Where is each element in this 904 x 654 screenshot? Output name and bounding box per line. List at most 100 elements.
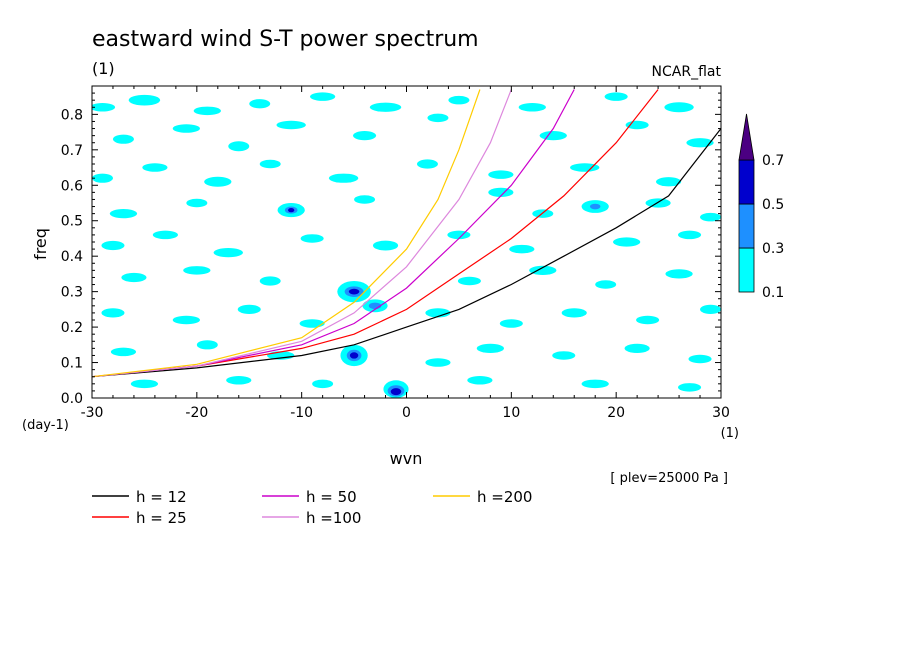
contour-patch: [552, 351, 576, 360]
contour-patch: [109, 209, 138, 219]
colorbar-segment: [738, 159, 755, 205]
contour-patch: [686, 138, 714, 148]
contour-patch: [467, 376, 493, 385]
contour-patch: [213, 248, 243, 258]
y-tick-label: 0.1: [61, 356, 83, 372]
contour-patch: [110, 347, 137, 357]
legend-label: h = 12: [136, 488, 187, 506]
contour-patch: [416, 159, 438, 169]
legend-label: h = 25: [136, 509, 187, 527]
legend-label: h = 50: [306, 488, 357, 506]
contour-patch: [92, 173, 113, 183]
contour-patch: [196, 340, 218, 350]
dispersion-curve-h12: [92, 128, 721, 378]
contour-patch: [390, 388, 402, 396]
x-tick-label: -10: [290, 405, 313, 421]
colorbar-label: 0.7: [762, 153, 784, 169]
contour-patch: [259, 276, 281, 286]
x-unit-label: (1): [721, 426, 739, 441]
contour-patch: [130, 379, 159, 389]
contour-patch: [700, 304, 721, 314]
contour-patch: [539, 131, 567, 141]
contour-patch: [499, 319, 523, 328]
contour-patch: [595, 280, 617, 289]
contour-patch: [624, 343, 650, 353]
contour-patch: [312, 379, 334, 389]
contour-patch: [353, 131, 377, 141]
contour-patch: [101, 240, 125, 251]
contour-patch: [112, 134, 134, 144]
contour-patch: [328, 173, 359, 183]
contour-patch: [636, 315, 660, 325]
contour-patch: [310, 92, 336, 101]
contour-patch: [349, 352, 359, 359]
contour-patch: [700, 212, 721, 222]
contour-patch: [101, 308, 125, 318]
contour-patch: [665, 269, 693, 279]
contour-patch: [228, 141, 250, 152]
contour-patch: [372, 240, 399, 251]
colorbar-label: 0.5: [762, 197, 784, 213]
y-tick-label: 0.0: [61, 391, 83, 407]
contour-patch: [237, 304, 261, 314]
contour-patch: [581, 379, 609, 389]
colorbar-label: 0.3: [762, 241, 784, 257]
colorbar-segment: [738, 203, 755, 249]
chart-title: eastward wind S-T power spectrum: [92, 27, 479, 52]
y-tick-label: 0.6: [61, 178, 83, 194]
contour-patch: [193, 106, 221, 116]
contour-patch: [457, 276, 481, 286]
contour-patch: [509, 244, 535, 254]
plev-annotation: [ plev=25000 Pa ]: [610, 471, 728, 486]
contour-patch: [427, 113, 449, 123]
contour-patch: [121, 272, 147, 283]
y-tick-label: 0.7: [61, 143, 83, 159]
x-axis-label: wvn: [390, 449, 423, 468]
contour-patch: [529, 265, 557, 275]
x-tick-label: -20: [185, 405, 208, 421]
y-axis: 0.0 0.1 0.2 0.3 0.4 0.5 0.6 0.7 0.8: [61, 92, 721, 407]
x-axis: -30 -20 -10 0 10 20 30: [81, 86, 730, 421]
contour-patch: [518, 103, 546, 112]
contour-patch: [152, 230, 178, 240]
contour-patch: [300, 234, 324, 243]
colorbar-extend-arrow: [738, 113, 755, 161]
dispersion-curve-h100: [92, 89, 512, 378]
contour-patch: [348, 288, 360, 295]
contour-patch: [172, 315, 200, 325]
contour-patch: [476, 343, 504, 353]
contour-patch: [425, 358, 451, 367]
contour-patch: [678, 383, 702, 392]
contour-patch: [625, 120, 649, 130]
contour-patch: [561, 308, 587, 318]
contour-patch: [92, 103, 116, 112]
legend: h = 12 h = 25 h = 50 h =100 h =200: [92, 488, 532, 527]
contour-patch: [186, 198, 208, 208]
contour-patch: [589, 203, 601, 210]
contour-patch: [369, 102, 402, 112]
contour-patch: [226, 376, 252, 385]
contour-patch: [645, 198, 671, 208]
plot-area: -30 -20 -10 0 10 20 30 0.00.10.20.30.40.50.60.…: [61, 85, 730, 421]
contour-patch: [259, 159, 281, 169]
contour-patch: [183, 266, 211, 275]
legend-label: h =200: [477, 488, 532, 506]
colorbar: 0.1 0.3 0.5 0.7: [738, 113, 784, 301]
x-tick-label: -30: [81, 405, 104, 421]
contour-patch: [613, 237, 641, 247]
contour-patch: [204, 176, 232, 187]
contour-patch: [172, 124, 200, 133]
y-tick-label: 0.2: [61, 320, 83, 336]
contour-patch: [604, 92, 628, 101]
y-tick-label: 0.5: [61, 214, 83, 230]
contour-patch: [688, 354, 712, 364]
contour-patch: [656, 177, 682, 187]
colorbar-label: 0.1: [762, 285, 784, 301]
contour-patch: [678, 230, 702, 240]
contour-patch: [128, 94, 161, 106]
contour-patch: [276, 120, 306, 130]
y-tick-label: 0.3: [61, 285, 83, 301]
x-tick-label: 30: [712, 405, 730, 421]
contour-patch: [354, 195, 376, 204]
